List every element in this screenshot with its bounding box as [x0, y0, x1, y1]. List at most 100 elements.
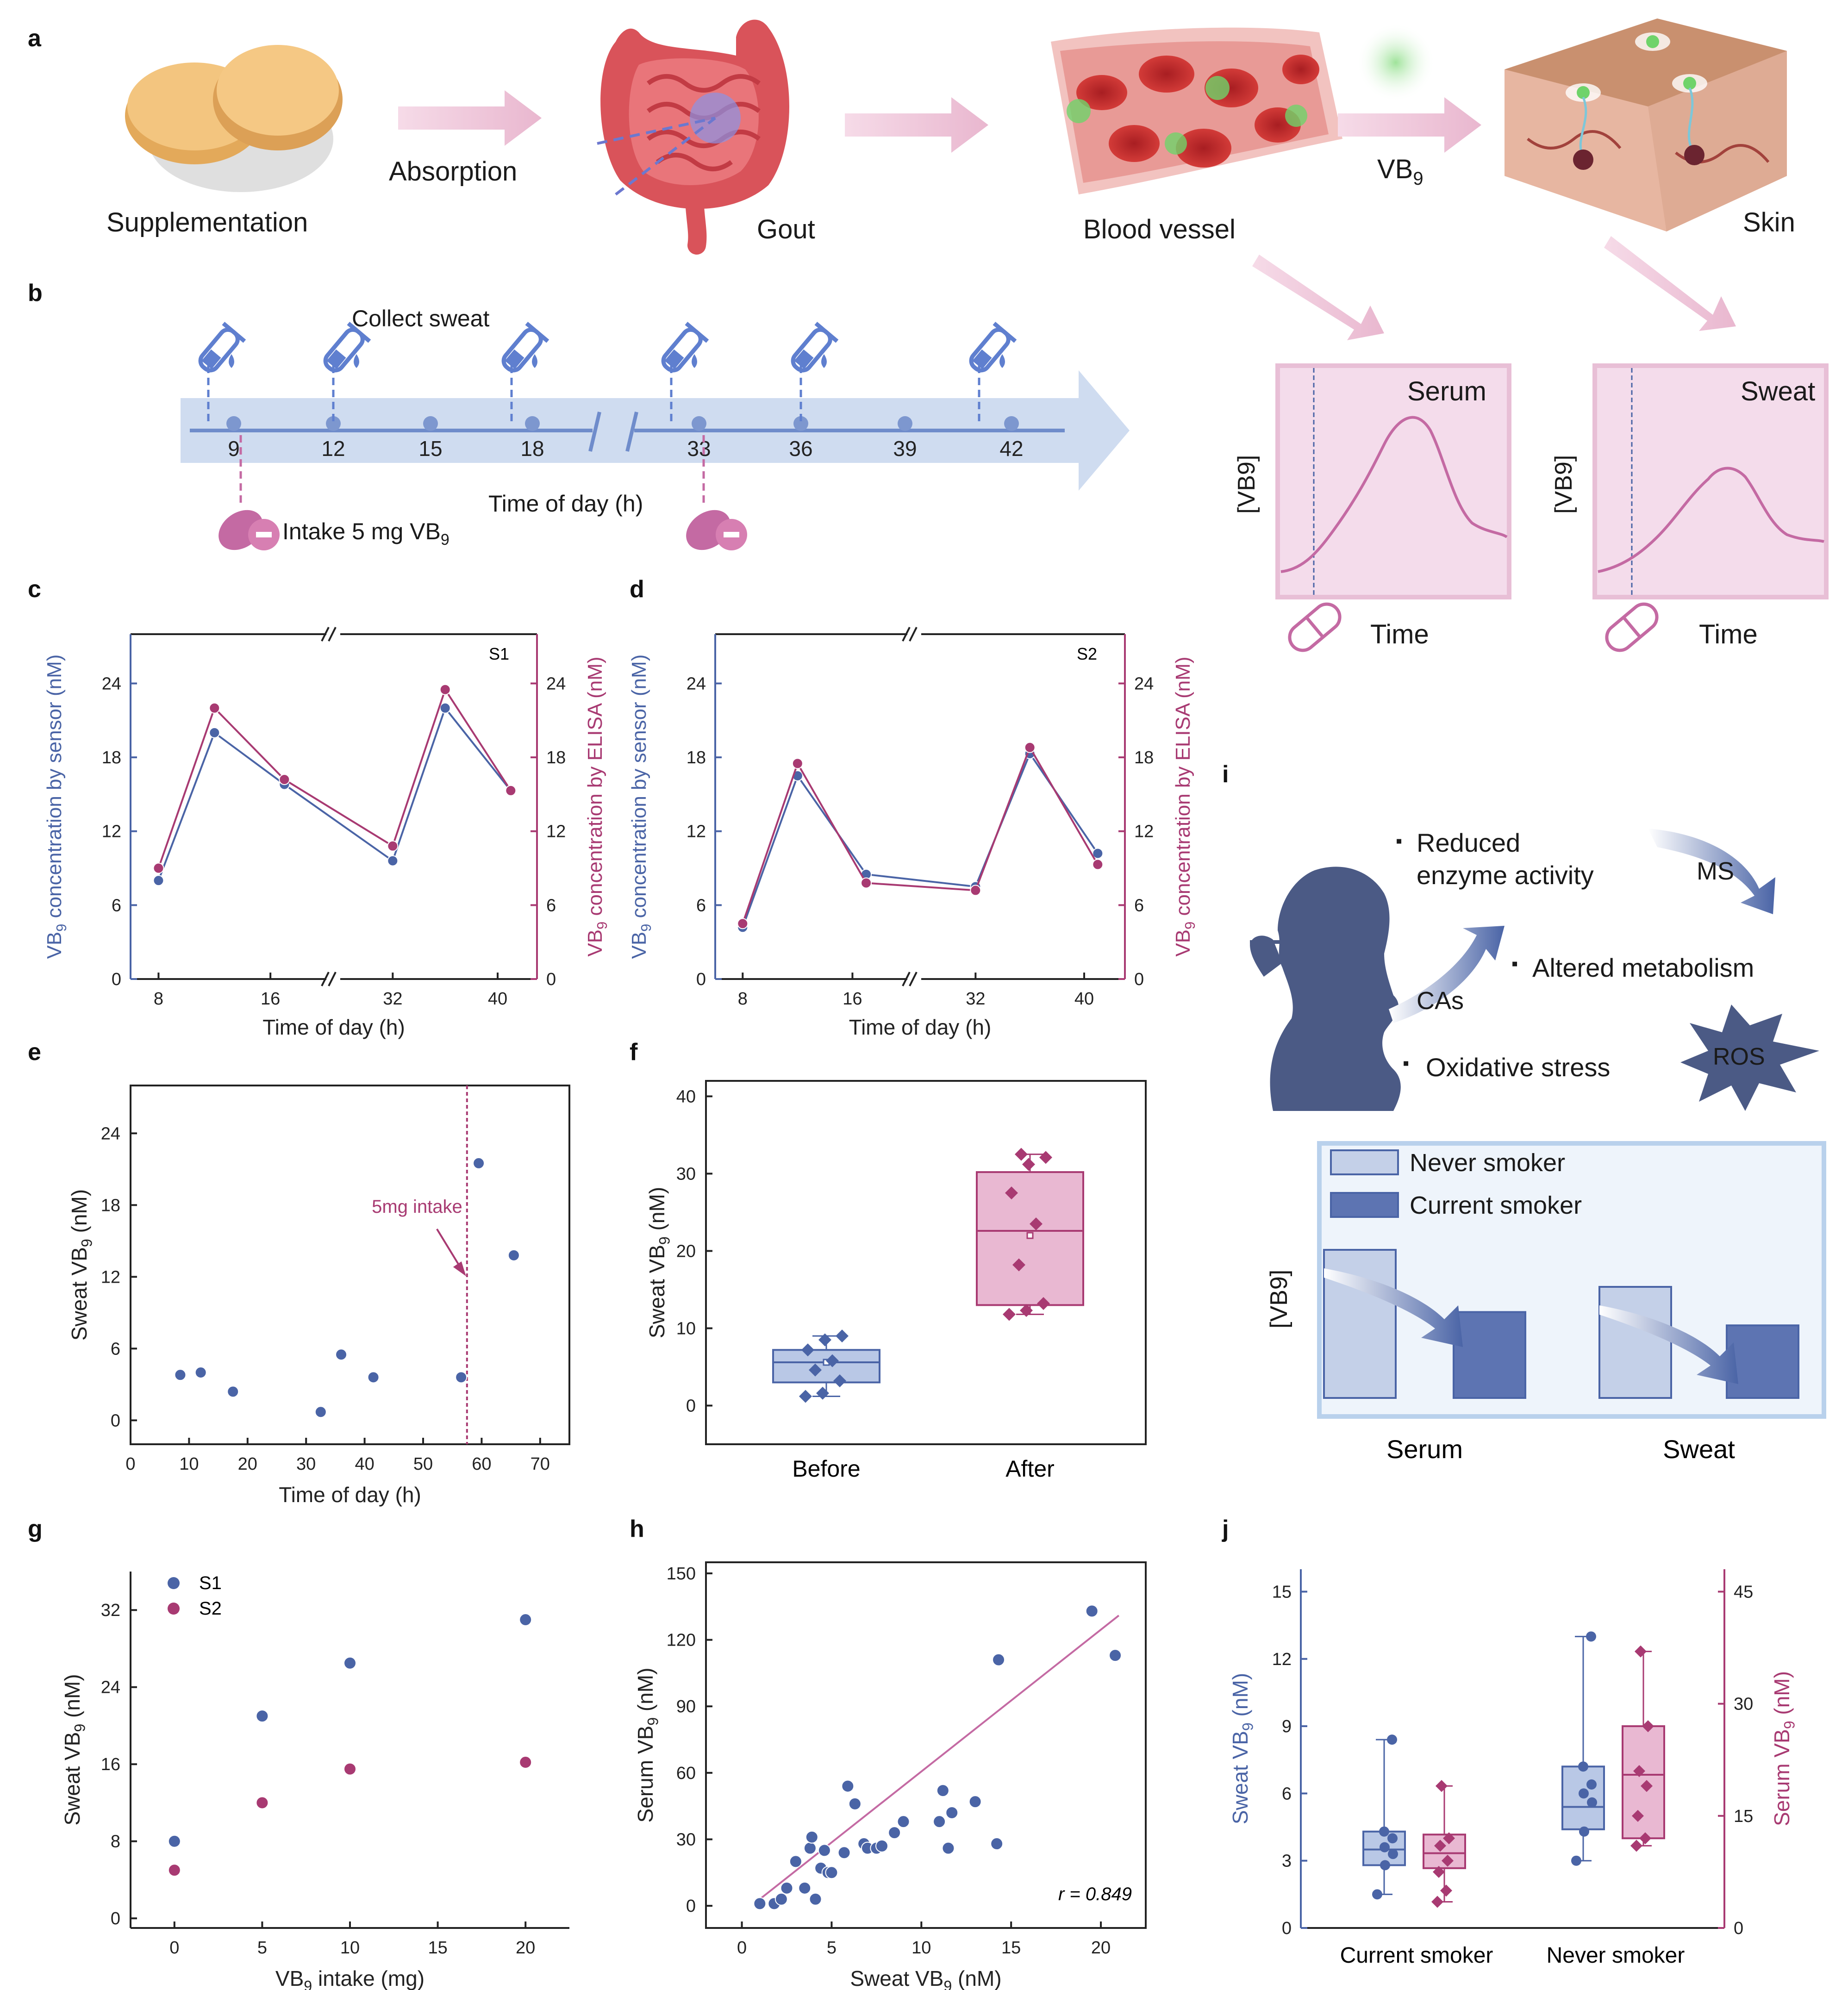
chart-i: Serum Sweat	[1323, 1249, 1799, 1464]
decrease-arrow	[1324, 1268, 1463, 1347]
data-point-sweat	[1571, 1855, 1581, 1866]
data-point-sweat	[1380, 1860, 1390, 1871]
data-point-ELISA	[1024, 742, 1036, 753]
data-point	[826, 1354, 839, 1367]
data-point	[942, 1841, 955, 1855]
arrow-to-skin	[1338, 97, 1481, 153]
ms-label: MS	[1697, 857, 1734, 885]
ytick-label: 10	[676, 1319, 696, 1338]
sweat-box-title: Sweat	[1741, 376, 1815, 406]
ytick-label: 8	[111, 1832, 120, 1852]
ytick-label-right: 30	[1734, 1695, 1753, 1714]
test-tube-icon	[198, 322, 246, 373]
panel-label-j: j	[1222, 1516, 1229, 1542]
data-point	[774, 1892, 788, 1906]
ytick-label: 24	[101, 1678, 120, 1697]
data-point	[1085, 1604, 1099, 1618]
category-label: After	[1005, 1456, 1055, 1482]
vb9-glow	[1356, 23, 1435, 102]
data-point	[809, 1363, 822, 1377]
data-point-ELISA	[1092, 859, 1104, 870]
data-point-serum	[1440, 1884, 1452, 1897]
category-label: Before	[792, 1456, 860, 1482]
panel-label-d: d	[630, 576, 644, 603]
timeline-tick: 18	[520, 437, 544, 461]
xtick-label: 40	[1074, 989, 1094, 1009]
data-point	[816, 1386, 829, 1400]
capsule-icon	[219, 510, 280, 550]
bullet: ▪	[1403, 1053, 1409, 1073]
smoker-silhouette	[1250, 867, 1401, 1111]
skin-label: Skin	[1743, 207, 1795, 237]
axis-break	[328, 627, 337, 642]
ros-label: ROS	[1713, 1043, 1765, 1070]
data-point-sensor	[439, 702, 451, 714]
data-point-ELISA	[737, 918, 749, 929]
serum-box-xlabel: Time	[1370, 619, 1429, 649]
panel-label-i: i	[1222, 761, 1229, 788]
ytick-label-right: 15	[1734, 1807, 1753, 1826]
data-point	[1020, 1304, 1033, 1317]
data-point	[841, 1779, 855, 1793]
data-point-sweat	[1578, 1761, 1588, 1772]
ytick-label-right: 18	[1134, 748, 1154, 767]
data-point-sweat	[1387, 1734, 1397, 1745]
ytick-label-right: 24	[546, 674, 566, 693]
data-point	[1109, 1649, 1122, 1662]
data-point	[507, 1249, 520, 1261]
series-tag: S2	[1077, 644, 1097, 663]
tube-liquid	[794, 349, 814, 369]
data-point-serum	[1642, 1720, 1654, 1733]
test-tube-icon	[791, 322, 839, 373]
data-point-ELISA	[505, 785, 517, 796]
ytick-label-left: 0	[696, 970, 706, 989]
decrease-arrow	[1599, 1305, 1738, 1384]
axis-break	[909, 972, 918, 986]
ytick-label-left: 24	[102, 674, 121, 693]
xtick-label: 15	[428, 1938, 447, 1958]
pill-icon	[1288, 602, 1342, 652]
chart-h: 0 30 60 90 120 150 0 5 10 15 20 Sweat VB9 (nM) Serum…	[633, 1561, 1147, 1990]
timeline-dot	[1004, 416, 1019, 431]
data-point	[825, 1866, 838, 1879]
serum-box-ylabel: [VB9]	[1233, 455, 1260, 514]
timeline-xlabel: Time of day (h)	[488, 491, 643, 517]
ytick-label-right: 12	[1134, 822, 1154, 842]
data-point	[933, 1815, 946, 1828]
plot-frame	[705, 1561, 1147, 1929]
chart-f: 0 10 20 30 40 Sweat VB9 (nM) Before After	[645, 1080, 1147, 1482]
data-point	[875, 1839, 888, 1853]
ytick-label: 0	[111, 1909, 120, 1928]
timeline-dot	[692, 416, 706, 431]
data-point	[818, 1844, 831, 1857]
chart-g: 0 8 16 24 32 0 5 10 15 20 VB9 intake (mg) Sweat VB9…	[60, 1572, 569, 1990]
series-line-sensor	[157, 706, 512, 881]
test-tube-icon	[969, 322, 1017, 373]
tube-rim	[993, 322, 1017, 343]
ytick-label-left: 12	[1272, 1650, 1292, 1669]
oxidative-stress-label: Oxidative stress	[1426, 1053, 1610, 1082]
data-point	[335, 1348, 348, 1361]
tube-liquid	[505, 349, 524, 369]
collect-sweat-label: Collect sweat	[352, 306, 489, 331]
pill-icon	[1605, 602, 1659, 652]
ytick-label-right: 0	[1734, 1919, 1743, 1938]
serum-box-title: Serum	[1407, 376, 1486, 406]
data-point	[818, 1333, 831, 1347]
timeline-dot	[793, 416, 808, 431]
chart-d: 0 0 6 6 12 12 18 18 24 24 8 16 32 40 Time of day (h) VB…	[628, 627, 1198, 1039]
blood-vessel-illustration	[1051, 27, 1342, 194]
ytick-label-right: 0	[1134, 970, 1144, 989]
data-point-sweat	[1372, 1889, 1382, 1900]
absorption-label: Absorption	[389, 156, 517, 187]
ytick-label: 32	[101, 1601, 120, 1620]
data-point-sensor	[153, 875, 164, 886]
data-point-serum	[1632, 1809, 1644, 1822]
vb9-label: VB9	[1377, 154, 1423, 189]
timeline-tick: 42	[999, 437, 1023, 461]
data-point	[848, 1797, 862, 1810]
series-line-sensor	[742, 751, 1099, 928]
xtick-label: 40	[488, 989, 507, 1009]
ytick-label-left: 6	[696, 896, 706, 915]
